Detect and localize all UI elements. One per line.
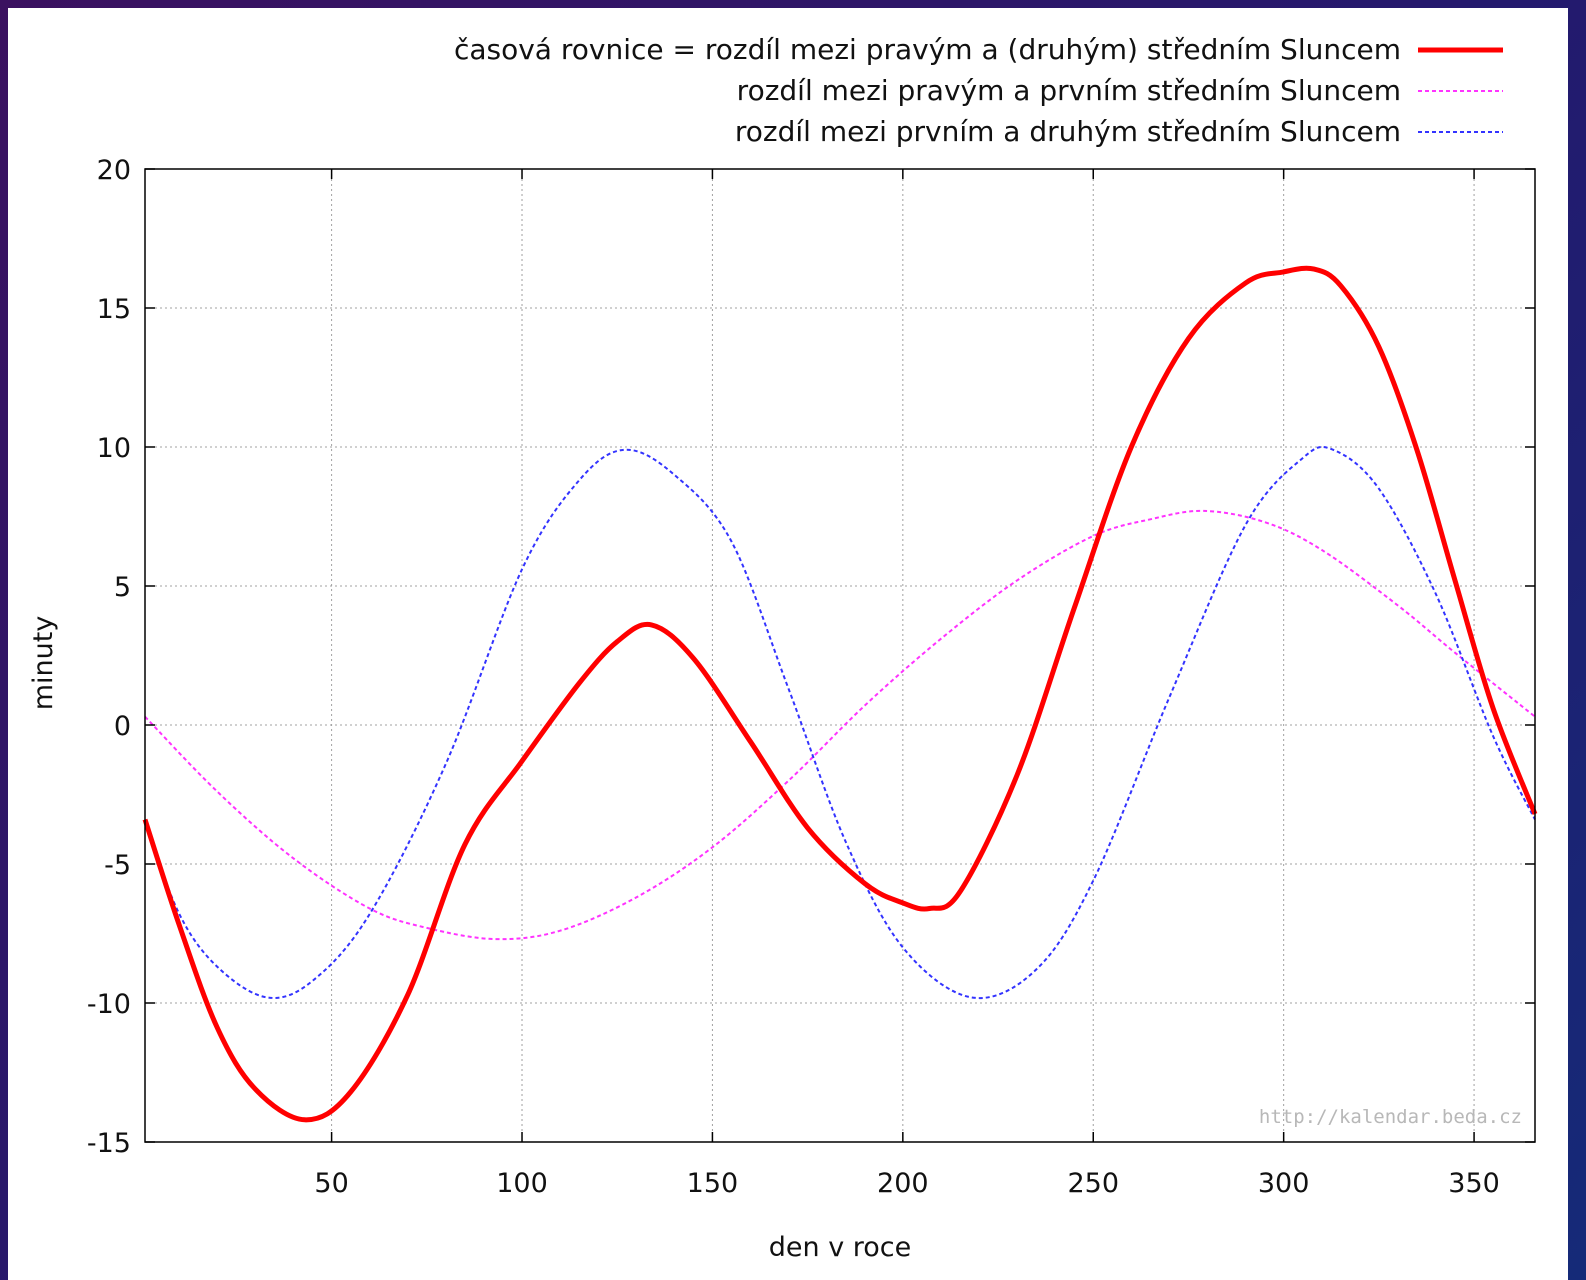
watermark: http://kalendar.beda.cz <box>1259 1106 1522 1128</box>
legend-label: rozdíl mezi prvním a druhým středním Slu… <box>735 115 1401 148</box>
legend-first-vs-second-mean-sun: rozdíl mezi prvním a druhým středním Slu… <box>735 115 1503 148</box>
y-tick-label: 15 <box>97 294 131 325</box>
y-tick-label: 0 <box>114 711 131 742</box>
x-tick-label: 50 <box>314 1168 348 1199</box>
x-tick-label: 150 <box>687 1168 739 1199</box>
ticks: -15 -10 -5 0 5 10 15 20 50 100 150 200 250 300 350 <box>87 155 1535 1199</box>
series-equation-of-time <box>142 265 1538 1123</box>
x-tick-label: 100 <box>496 1168 548 1199</box>
equation-of-time-chart: -15 -10 -5 0 5 10 15 20 50 100 150 200 250 300 350 čas… <box>28 33 1538 1263</box>
series-layer <box>142 265 1538 1123</box>
legend: časová rovnice = rozdíl mezi pravým a (d… <box>454 33 1503 148</box>
legend-label: rozdíl mezi pravým a prvním středním Slu… <box>737 74 1401 107</box>
y-tick-label: -5 <box>104 850 131 881</box>
y-tick-label: -10 <box>87 989 131 1020</box>
y-tick-label: -15 <box>87 1128 131 1159</box>
x-tick-label: 250 <box>1067 1168 1119 1199</box>
legend-equation-of-time: časová rovnice = rozdíl mezi pravým a (d… <box>454 33 1503 66</box>
y-axis-label: minuty <box>28 616 59 711</box>
series-true-vs-first-mean-sun <box>144 509 1536 941</box>
grid <box>145 169 1535 1142</box>
x-axis-label: den v roce <box>769 1232 912 1263</box>
x-tick-label: 200 <box>877 1168 929 1199</box>
legend-label: časová rovnice = rozdíl mezi pravým a (d… <box>454 33 1401 66</box>
y-tick-label: 10 <box>97 433 131 464</box>
y-tick-label: 5 <box>114 572 131 603</box>
legend-true-vs-first-mean-sun: rozdíl mezi pravým a prvním středním Slu… <box>737 74 1503 107</box>
plot-border <box>144 168 1536 1143</box>
x-tick-label: 300 <box>1258 1168 1310 1199</box>
series-first-vs-second-mean-sun <box>144 445 1536 1000</box>
y-tick-label: 20 <box>97 155 131 186</box>
chart-container: -15 -10 -5 0 5 10 15 20 50 100 150 200 250 300 350 čas… <box>8 8 1568 1280</box>
x-tick-label: 350 <box>1448 1168 1500 1199</box>
